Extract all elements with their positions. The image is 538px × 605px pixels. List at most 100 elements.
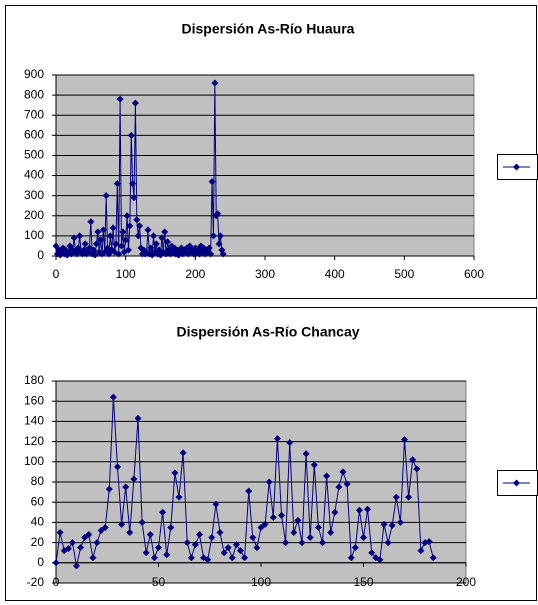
data-point — [196, 531, 203, 539]
data-point — [97, 526, 105, 534]
data-point — [417, 547, 425, 555]
data-point — [56, 529, 64, 536]
y-tick-label: 140 — [24, 414, 44, 428]
data-point — [388, 521, 396, 529]
data-point — [134, 414, 142, 422]
y-tick-label: 200 — [24, 208, 44, 222]
data-point — [207, 250, 215, 258]
data-point — [81, 240, 89, 248]
data-point — [327, 529, 335, 536]
data-point — [163, 238, 171, 246]
data-point — [220, 549, 228, 557]
data-point — [241, 554, 249, 562]
data-point — [129, 180, 137, 188]
data-point — [101, 523, 109, 531]
data-point — [339, 468, 347, 476]
data-point — [99, 226, 107, 234]
data-point — [76, 232, 84, 240]
data-point — [211, 79, 219, 87]
data-point — [124, 246, 132, 254]
data-point — [130, 194, 138, 202]
data-point — [380, 520, 388, 528]
y-tick-label: 40 — [31, 515, 45, 529]
data-point — [278, 511, 285, 519]
data-point — [116, 95, 124, 103]
data-point — [90, 246, 98, 254]
data-point — [216, 232, 224, 240]
data-point — [413, 465, 421, 473]
data-point — [175, 493, 183, 501]
data-point — [364, 505, 372, 513]
x-tick-label: 600 — [464, 267, 484, 281]
data-point — [224, 544, 232, 552]
data-point — [126, 529, 134, 536]
data-point — [392, 493, 400, 501]
y-tick-label: 0 — [37, 248, 44, 262]
data-point — [219, 250, 227, 258]
data-point — [130, 475, 138, 483]
data-point — [212, 500, 220, 508]
data-point — [306, 534, 314, 542]
y-tick-label: 180 — [24, 373, 44, 387]
data-point — [91, 251, 99, 259]
data-point — [167, 523, 175, 531]
data-point — [142, 549, 150, 557]
data-point — [360, 534, 367, 542]
y-tick-label: 100 — [24, 228, 44, 242]
data-point — [208, 534, 216, 542]
y-tick-label: 800 — [24, 87, 44, 101]
y-tick-label: 300 — [24, 188, 44, 202]
data-point — [319, 539, 326, 547]
data-point — [105, 485, 113, 493]
data-point — [115, 250, 123, 258]
x-tick-label: 100 — [251, 575, 271, 589]
x-tick-label: 400 — [325, 267, 345, 281]
data-point — [163, 551, 171, 559]
data-point — [133, 216, 141, 224]
x-tick-label: 500 — [394, 267, 414, 281]
data-point — [429, 554, 437, 562]
data-point — [52, 559, 60, 567]
data-point — [265, 478, 273, 486]
y-tick-label: -20 — [27, 575, 45, 589]
x-tick-label: 300 — [255, 267, 275, 281]
y-tick-label: 160 — [24, 393, 44, 407]
data-point — [351, 544, 359, 552]
data-point — [64, 545, 72, 553]
data-point — [343, 480, 351, 488]
data-point — [298, 539, 306, 547]
data-point — [161, 228, 169, 236]
data-point — [214, 210, 222, 218]
data-point — [205, 244, 213, 252]
data-point — [152, 240, 160, 248]
data-point — [68, 539, 76, 547]
data-point — [159, 508, 167, 516]
x-tick-label: 0 — [53, 575, 60, 589]
data-point — [117, 242, 125, 250]
data-point — [310, 461, 318, 469]
y-tick-label: 100 — [24, 454, 44, 468]
data-point — [94, 228, 102, 236]
data-point — [376, 556, 384, 564]
data-point — [232, 541, 240, 549]
data-point — [249, 534, 257, 542]
y-tick-label: 20 — [31, 535, 45, 549]
data-point — [171, 469, 179, 477]
x-tick-label: 50 — [152, 575, 166, 589]
data-point — [87, 218, 95, 226]
data-point — [89, 554, 97, 562]
data-point — [150, 232, 158, 240]
data-point — [204, 556, 212, 564]
data-point — [269, 513, 277, 521]
y-tick-label: 500 — [24, 148, 44, 162]
data-point — [273, 435, 281, 443]
data-point — [147, 244, 155, 252]
x-tick-label: 200 — [185, 267, 205, 281]
data-point — [85, 531, 93, 539]
data-point — [314, 523, 322, 531]
y-tick-label: 0 — [37, 555, 44, 569]
x-tick-label: 0 — [53, 267, 60, 281]
data-point — [150, 554, 158, 562]
data-point — [405, 493, 413, 501]
